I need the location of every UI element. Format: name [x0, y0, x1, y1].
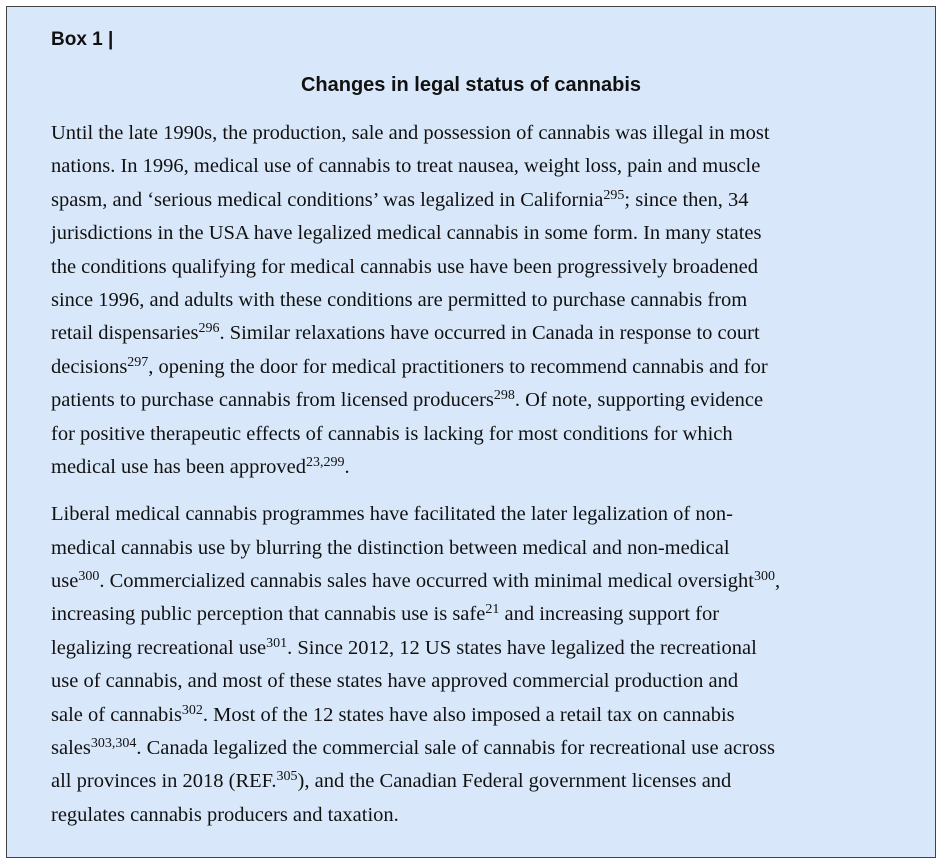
text-run: . Since 2012, 12 US states have legalize… — [287, 636, 757, 659]
reference: 296 — [198, 321, 220, 337]
text-run: regulates cannabis producers and taxatio… — [51, 803, 399, 826]
reference: 305 — [276, 769, 298, 785]
text-line: use of cannabis, and most of these state… — [51, 665, 780, 698]
text-line: nations. In 1996, medical use of cannabi… — [51, 150, 780, 183]
reference: 300 — [753, 569, 775, 585]
text-run: . Of note, supporting evidence — [514, 389, 764, 412]
text-line: regulates cannabis producers and taxatio… — [51, 799, 780, 832]
text-line: legalizing recreational use301. Since 20… — [51, 632, 780, 665]
text-run: use — [51, 570, 79, 593]
text-line: for positive therapeutic effects of cann… — [51, 418, 780, 451]
box-title: Changes in legal status of cannabis — [300, 74, 642, 96]
reference: 303,304 — [90, 736, 137, 752]
text-run: patients to purchase cannabis from licen… — [51, 389, 494, 412]
text-line: all provinces in 2018 (REF.305), and the… — [51, 765, 780, 798]
text-line: spasm, and ‘serious medical conditions’ … — [51, 184, 780, 217]
text-line: Liberal medical cannabis programmes have… — [51, 498, 780, 531]
text-run: . — [344, 455, 350, 478]
text-run: increasing public perception that cannab… — [51, 603, 486, 626]
text-run: ; since then, 34 — [624, 188, 749, 211]
text-run: medical cannabis use by blurring the dis… — [51, 536, 730, 559]
text-run: spasm, and ‘serious medical conditions’ … — [51, 188, 604, 211]
text-run: nations. In 1996, medical use of cannabi… — [51, 155, 761, 178]
text-run: . Similar relaxations have occurred in C… — [219, 322, 760, 345]
text-run: , — [774, 570, 781, 593]
reference: 302 — [181, 702, 203, 718]
text-run: ), and the Canadian Federal government l… — [297, 770, 732, 793]
text-run: the conditions qualifying for medical ca… — [51, 255, 759, 278]
paragraph: Liberal medical cannabis programmes have… — [51, 498, 780, 832]
text-line: sale of cannabis302. Most of the 12 stat… — [51, 699, 780, 732]
text-line: retail dispensaries296. Similar relaxati… — [51, 317, 780, 350]
text-run: , opening the door for medical practitio… — [148, 355, 768, 378]
text-run: retail dispensaries — [51, 322, 199, 345]
box-label: Box 1 | — [51, 29, 114, 50]
text-line: use300. Commercialized cannabis sales ha… — [51, 565, 780, 598]
text-line: since 1996, and adults with these condit… — [51, 284, 780, 317]
reference: 295 — [603, 187, 625, 203]
text-run: legalizing recreational use — [51, 636, 267, 659]
text-line: the conditions qualifying for medical ca… — [51, 251, 780, 284]
text-line: patients to purchase cannabis from licen… — [51, 384, 780, 417]
reference: 298 — [493, 388, 515, 404]
reference: 297 — [127, 354, 149, 370]
text-run: Until the late 1990s, the production, sa… — [51, 122, 770, 144]
text-run: sales — [51, 737, 91, 760]
text-run: . Most of the 12 states have also impose… — [202, 703, 735, 726]
text-line: decisions297, opening the door for medic… — [51, 351, 780, 384]
text-line: increasing public perception that cannab… — [51, 598, 780, 631]
text-run: . Commercialized cannabis sales have occ… — [99, 570, 754, 593]
text-run: decisions — [51, 355, 128, 378]
paragraph: Until the late 1990s, the production, sa… — [51, 117, 780, 484]
text-line: sales303,304. Canada legalized the comme… — [51, 732, 780, 765]
text-run: jurisdictions in the USA have legalized … — [51, 222, 762, 245]
text-run: medical use has been approved — [51, 455, 307, 478]
text-run: for positive therapeutic effects of cann… — [51, 422, 733, 445]
box: Box 1 | Changes in legal status of canna… — [6, 6, 936, 858]
reference: 21 — [485, 602, 500, 618]
text-run: Liberal medical cannabis programmes have… — [51, 503, 733, 526]
reference: 23,299 — [306, 454, 345, 470]
reference: 301 — [266, 635, 288, 651]
text-line: Until the late 1990s, the production, sa… — [51, 117, 780, 150]
text-run: . Canada legalized the commercial sale o… — [136, 737, 775, 760]
text-run: and increasing support for — [499, 603, 720, 626]
text-run: since 1996, and adults with these condit… — [51, 288, 748, 311]
text-run: sale of cannabis — [51, 703, 182, 726]
reference: 300 — [78, 569, 100, 585]
text-line: jurisdictions in the USA have legalized … — [51, 217, 780, 250]
text-run: all provinces in 2018 (REF. — [51, 770, 277, 793]
text-line: medical cannabis use by blurring the dis… — [51, 532, 780, 565]
box-body: Until the late 1990s, the production, sa… — [51, 117, 780, 846]
text-line: medical use has been approved23,299. — [51, 451, 780, 484]
text-run: use of cannabis, and most of these state… — [51, 670, 739, 693]
